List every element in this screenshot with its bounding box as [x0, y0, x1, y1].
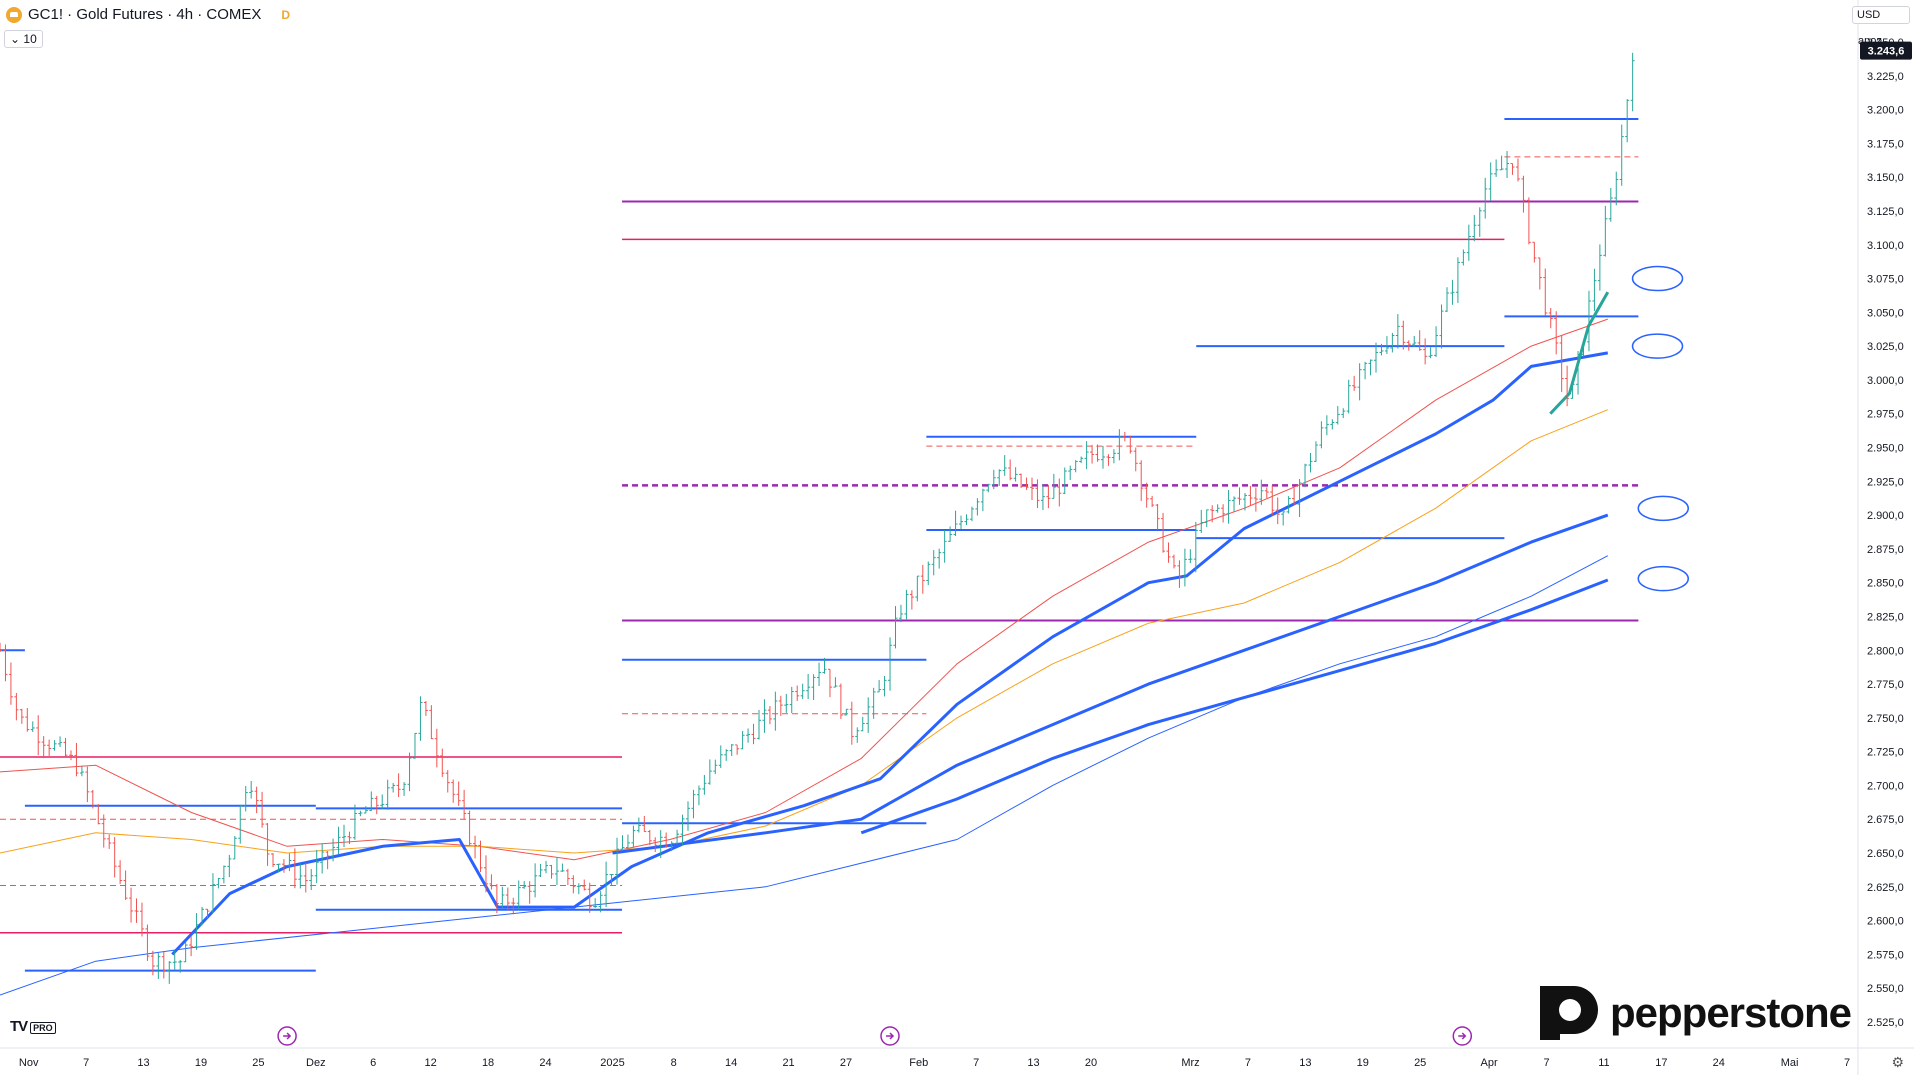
- y-tick-label: 3.125,0: [1867, 206, 1904, 218]
- x-tick-label: 19: [1357, 1057, 1369, 1069]
- y-tick-label: 2.575,0: [1867, 949, 1904, 961]
- x-tick-label: 11: [1598, 1057, 1609, 1069]
- moving-average-line: [612, 513, 1609, 855]
- y-tick-label: 2.775,0: [1867, 679, 1904, 691]
- y-tick-label: 3.225,0: [1867, 71, 1904, 83]
- y-tick-label: 2.600,0: [1867, 916, 1904, 928]
- x-tick-label: 24: [1713, 1057, 1725, 1069]
- chevron-down-icon: ⌄: [1884, 35, 1895, 47]
- moving-average-line: [0, 318, 1608, 861]
- symbol-header[interactable]: GC1! · Gold Futures · 4h · COMEX D: [6, 6, 290, 23]
- x-tick-label: Mai: [1781, 1057, 1799, 1069]
- y-tick-label: 2.550,0: [1867, 983, 1904, 995]
- currency-label: USD: [1857, 9, 1881, 21]
- x-tick-label: 12: [425, 1057, 437, 1069]
- y-tick-label: 2.750,0: [1867, 713, 1904, 725]
- x-tick-label: 13: [137, 1057, 149, 1069]
- y-tick-label: 2.825,0: [1867, 611, 1904, 623]
- y-tick-label: 2.950,0: [1867, 443, 1904, 455]
- x-tick-label: 7: [83, 1057, 89, 1069]
- x-tick-label: 27: [840, 1057, 852, 1069]
- annotation-ellipse: [1631, 265, 1684, 292]
- x-tick-label: Nov: [19, 1057, 39, 1069]
- y-tick-label: 2.725,0: [1867, 747, 1904, 759]
- pepperstone-logo: pepperstone: [1534, 980, 1852, 1046]
- y-tick-label: 3.025,0: [1867, 341, 1904, 353]
- event-arrow-icon: [283, 1032, 292, 1040]
- x-tick-label: 24: [539, 1057, 551, 1069]
- x-tick-label: 17: [1655, 1057, 1667, 1069]
- event-arrow-icon: [1458, 1032, 1467, 1040]
- x-tick-label: 18: [482, 1057, 494, 1069]
- pepperstone-mark-icon: [1540, 986, 1598, 1040]
- x-tick-label: 6: [370, 1057, 376, 1069]
- y-tick-label: 2.900,0: [1867, 510, 1904, 522]
- settings-gear-icon[interactable]: ⚙: [1891, 1054, 1904, 1070]
- moving-average-line: [171, 351, 1609, 956]
- delayed-badge: D: [281, 7, 291, 22]
- y-tick-label: 3.100,0: [1867, 240, 1904, 252]
- tradingview-logo[interactable]: TV PRO: [10, 1018, 56, 1035]
- y-tick-label: 2.525,0: [1867, 1017, 1904, 1029]
- y-tick-label: 3.075,0: [1867, 274, 1904, 286]
- x-tick-label: 7: [1245, 1057, 1251, 1069]
- last-price-badge: [1860, 41, 1912, 60]
- annotation-ellipse: [1637, 495, 1690, 522]
- x-tick-label: 19: [195, 1057, 207, 1069]
- x-tick-label: 25: [1414, 1057, 1426, 1069]
- x-tick-label: 13: [1027, 1057, 1039, 1069]
- x-tick-label: Dez: [306, 1057, 326, 1069]
- unit-select[interactable]: apoz ⌄: [1854, 32, 1910, 49]
- x-tick-label: 2025: [600, 1057, 624, 1069]
- moving-average-line: [1549, 291, 1610, 415]
- x-tick-label: Mrz: [1181, 1057, 1199, 1069]
- y-tick-label: 2.700,0: [1867, 780, 1904, 792]
- annotation-ellipse: [1631, 333, 1684, 359]
- y-tick-label: 2.850,0: [1867, 578, 1904, 590]
- pepperstone-wordmark: pepperstone: [1610, 989, 1852, 1036]
- currency-select[interactable]: USD: [1852, 6, 1910, 24]
- y-tick-label: 2.875,0: [1867, 544, 1904, 556]
- y-tick-label: 3.150,0: [1867, 172, 1904, 184]
- x-tick-label: 7: [1543, 1057, 1549, 1069]
- moving-average-line: [0, 555, 1609, 996]
- y-tick-label: 2.650,0: [1867, 848, 1904, 860]
- x-tick-label: 7: [1844, 1057, 1850, 1069]
- y-tick-label: 3.000,0: [1867, 375, 1904, 387]
- y-tick-label: 3.200,0: [1867, 105, 1904, 117]
- unit-label: apoz: [1858, 35, 1882, 47]
- y-tick-label: 2.625,0: [1867, 882, 1904, 894]
- x-tick-label: 14: [725, 1057, 737, 1069]
- symbol-title: GC1! · Gold Futures · 4h · COMEX: [28, 6, 262, 23]
- x-tick-label: 7: [973, 1057, 979, 1069]
- x-tick-label: 25: [252, 1057, 264, 1069]
- plot-area: [0, 0, 1858, 1048]
- tv-logo-text: TV: [10, 1018, 28, 1035]
- x-tick-label: Apr: [1481, 1057, 1498, 1069]
- indicators-toggle[interactable]: ⌄ 10: [4, 30, 43, 48]
- indicator-count: 10: [23, 32, 37, 46]
- annotation-ellipse: [1637, 565, 1690, 592]
- last-price-label: 3.243,6: [1868, 46, 1905, 58]
- y-tick-label: 3.050,0: [1867, 307, 1904, 319]
- y-tick-label: 2.675,0: [1867, 814, 1904, 826]
- chevron-down-icon: ⌄: [10, 32, 21, 46]
- x-tick-label: 21: [782, 1057, 794, 1069]
- pro-badge: PRO: [30, 1022, 56, 1034]
- y-tick-label: 2.925,0: [1867, 476, 1904, 488]
- x-tick-label: 13: [1299, 1057, 1311, 1069]
- gold-symbol-icon: [6, 6, 22, 23]
- x-tick-label: 8: [671, 1057, 677, 1069]
- moving-average-line: [0, 409, 1608, 854]
- x-tick-label: Feb: [909, 1057, 928, 1069]
- y-tick-label: 2.800,0: [1867, 645, 1904, 657]
- event-arrow-icon: [886, 1032, 895, 1040]
- y-tick-label: 2.975,0: [1867, 409, 1904, 421]
- x-tick-label: 20: [1085, 1057, 1097, 1069]
- y-tick-label: 3.175,0: [1867, 138, 1904, 150]
